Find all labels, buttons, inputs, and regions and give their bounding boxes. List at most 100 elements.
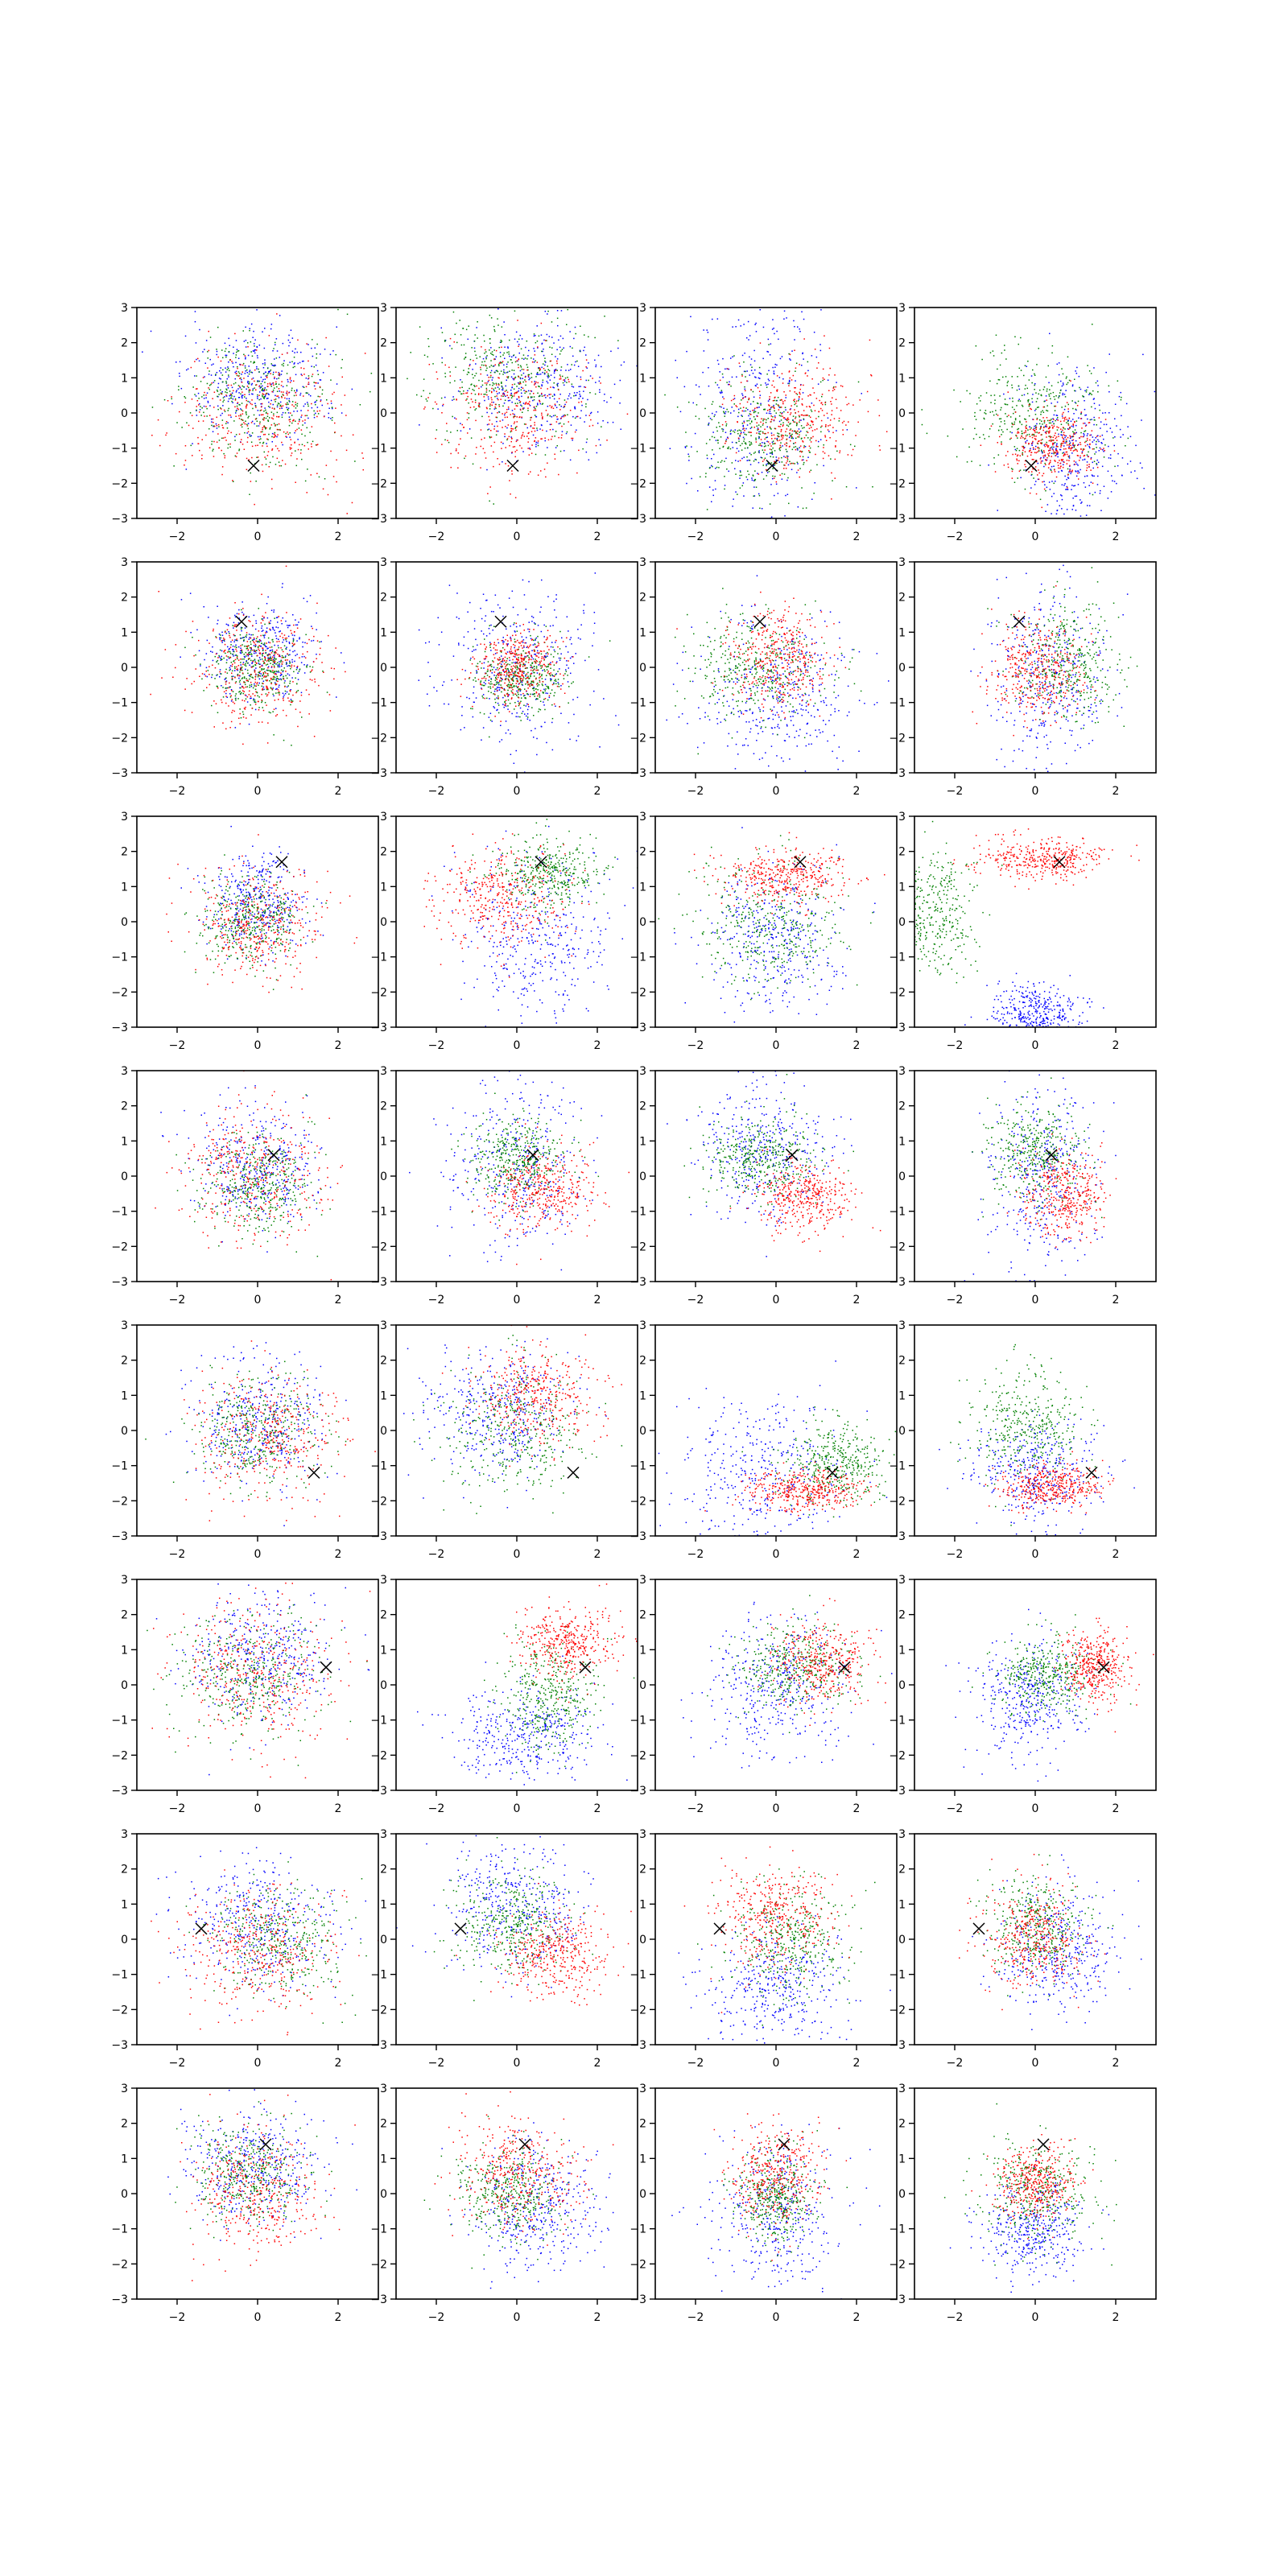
point xyxy=(255,384,258,386)
point xyxy=(224,436,226,439)
point xyxy=(1041,450,1042,452)
point xyxy=(280,678,282,680)
point xyxy=(266,376,268,378)
point xyxy=(1024,464,1026,465)
point xyxy=(580,376,582,378)
point xyxy=(233,390,234,392)
point xyxy=(1037,478,1039,481)
point xyxy=(1062,427,1064,428)
point xyxy=(491,412,493,415)
point xyxy=(1068,455,1071,457)
point xyxy=(245,357,246,358)
point xyxy=(459,390,461,393)
point xyxy=(1012,400,1013,402)
point xyxy=(743,438,745,440)
point xyxy=(296,405,298,407)
point xyxy=(734,429,736,431)
point xyxy=(784,434,786,436)
point xyxy=(535,415,537,418)
point xyxy=(285,403,287,405)
point xyxy=(783,391,785,393)
point xyxy=(327,402,328,405)
point xyxy=(535,441,537,444)
point xyxy=(226,392,228,394)
point xyxy=(224,455,226,456)
point xyxy=(463,427,464,428)
point xyxy=(493,465,494,468)
point xyxy=(811,430,814,431)
point xyxy=(497,393,498,394)
point xyxy=(1090,456,1092,459)
point xyxy=(587,398,588,401)
point xyxy=(1081,452,1083,454)
point xyxy=(1070,473,1071,475)
point xyxy=(766,436,768,438)
point xyxy=(1055,415,1058,416)
point xyxy=(316,353,318,355)
point xyxy=(820,402,822,404)
point xyxy=(434,401,436,403)
point xyxy=(1127,437,1129,440)
point xyxy=(547,439,550,441)
point xyxy=(335,353,336,356)
point xyxy=(811,498,813,500)
point xyxy=(543,339,545,341)
point xyxy=(229,693,231,695)
point xyxy=(332,407,333,410)
point xyxy=(741,375,743,377)
point xyxy=(1018,460,1020,462)
point xyxy=(280,385,283,386)
point xyxy=(248,381,250,383)
point xyxy=(297,672,299,674)
point xyxy=(732,326,733,328)
point xyxy=(468,368,469,369)
point xyxy=(1038,423,1041,425)
point xyxy=(1073,413,1075,415)
point xyxy=(519,377,522,379)
point xyxy=(217,326,219,328)
point xyxy=(544,437,546,439)
point xyxy=(295,420,296,422)
point xyxy=(517,320,518,321)
point xyxy=(248,675,250,676)
point xyxy=(313,410,315,412)
point xyxy=(262,394,265,395)
point xyxy=(296,624,299,625)
point xyxy=(1097,435,1099,436)
point xyxy=(476,385,477,387)
point xyxy=(745,427,747,430)
point xyxy=(184,397,187,399)
point xyxy=(142,351,143,353)
point xyxy=(1054,442,1056,444)
point xyxy=(755,322,757,324)
point xyxy=(506,352,508,353)
point xyxy=(497,370,499,373)
point xyxy=(832,397,833,398)
point xyxy=(1024,388,1026,390)
point xyxy=(480,467,481,469)
point xyxy=(275,424,276,426)
point xyxy=(229,443,231,445)
point xyxy=(1044,444,1046,445)
point xyxy=(1033,448,1034,450)
point xyxy=(511,395,514,398)
point xyxy=(238,397,241,398)
point xyxy=(543,469,546,470)
point xyxy=(1049,332,1051,335)
point xyxy=(780,419,782,421)
point xyxy=(253,698,254,700)
point xyxy=(499,341,502,343)
point xyxy=(799,396,800,398)
point xyxy=(788,371,791,373)
point xyxy=(1051,402,1052,404)
point xyxy=(1047,467,1050,469)
point xyxy=(741,410,743,412)
point xyxy=(274,358,275,360)
point xyxy=(192,427,194,429)
point xyxy=(824,415,825,416)
point xyxy=(253,645,255,646)
point xyxy=(240,652,242,654)
point xyxy=(207,402,209,403)
point xyxy=(1053,493,1055,494)
point xyxy=(245,411,247,413)
